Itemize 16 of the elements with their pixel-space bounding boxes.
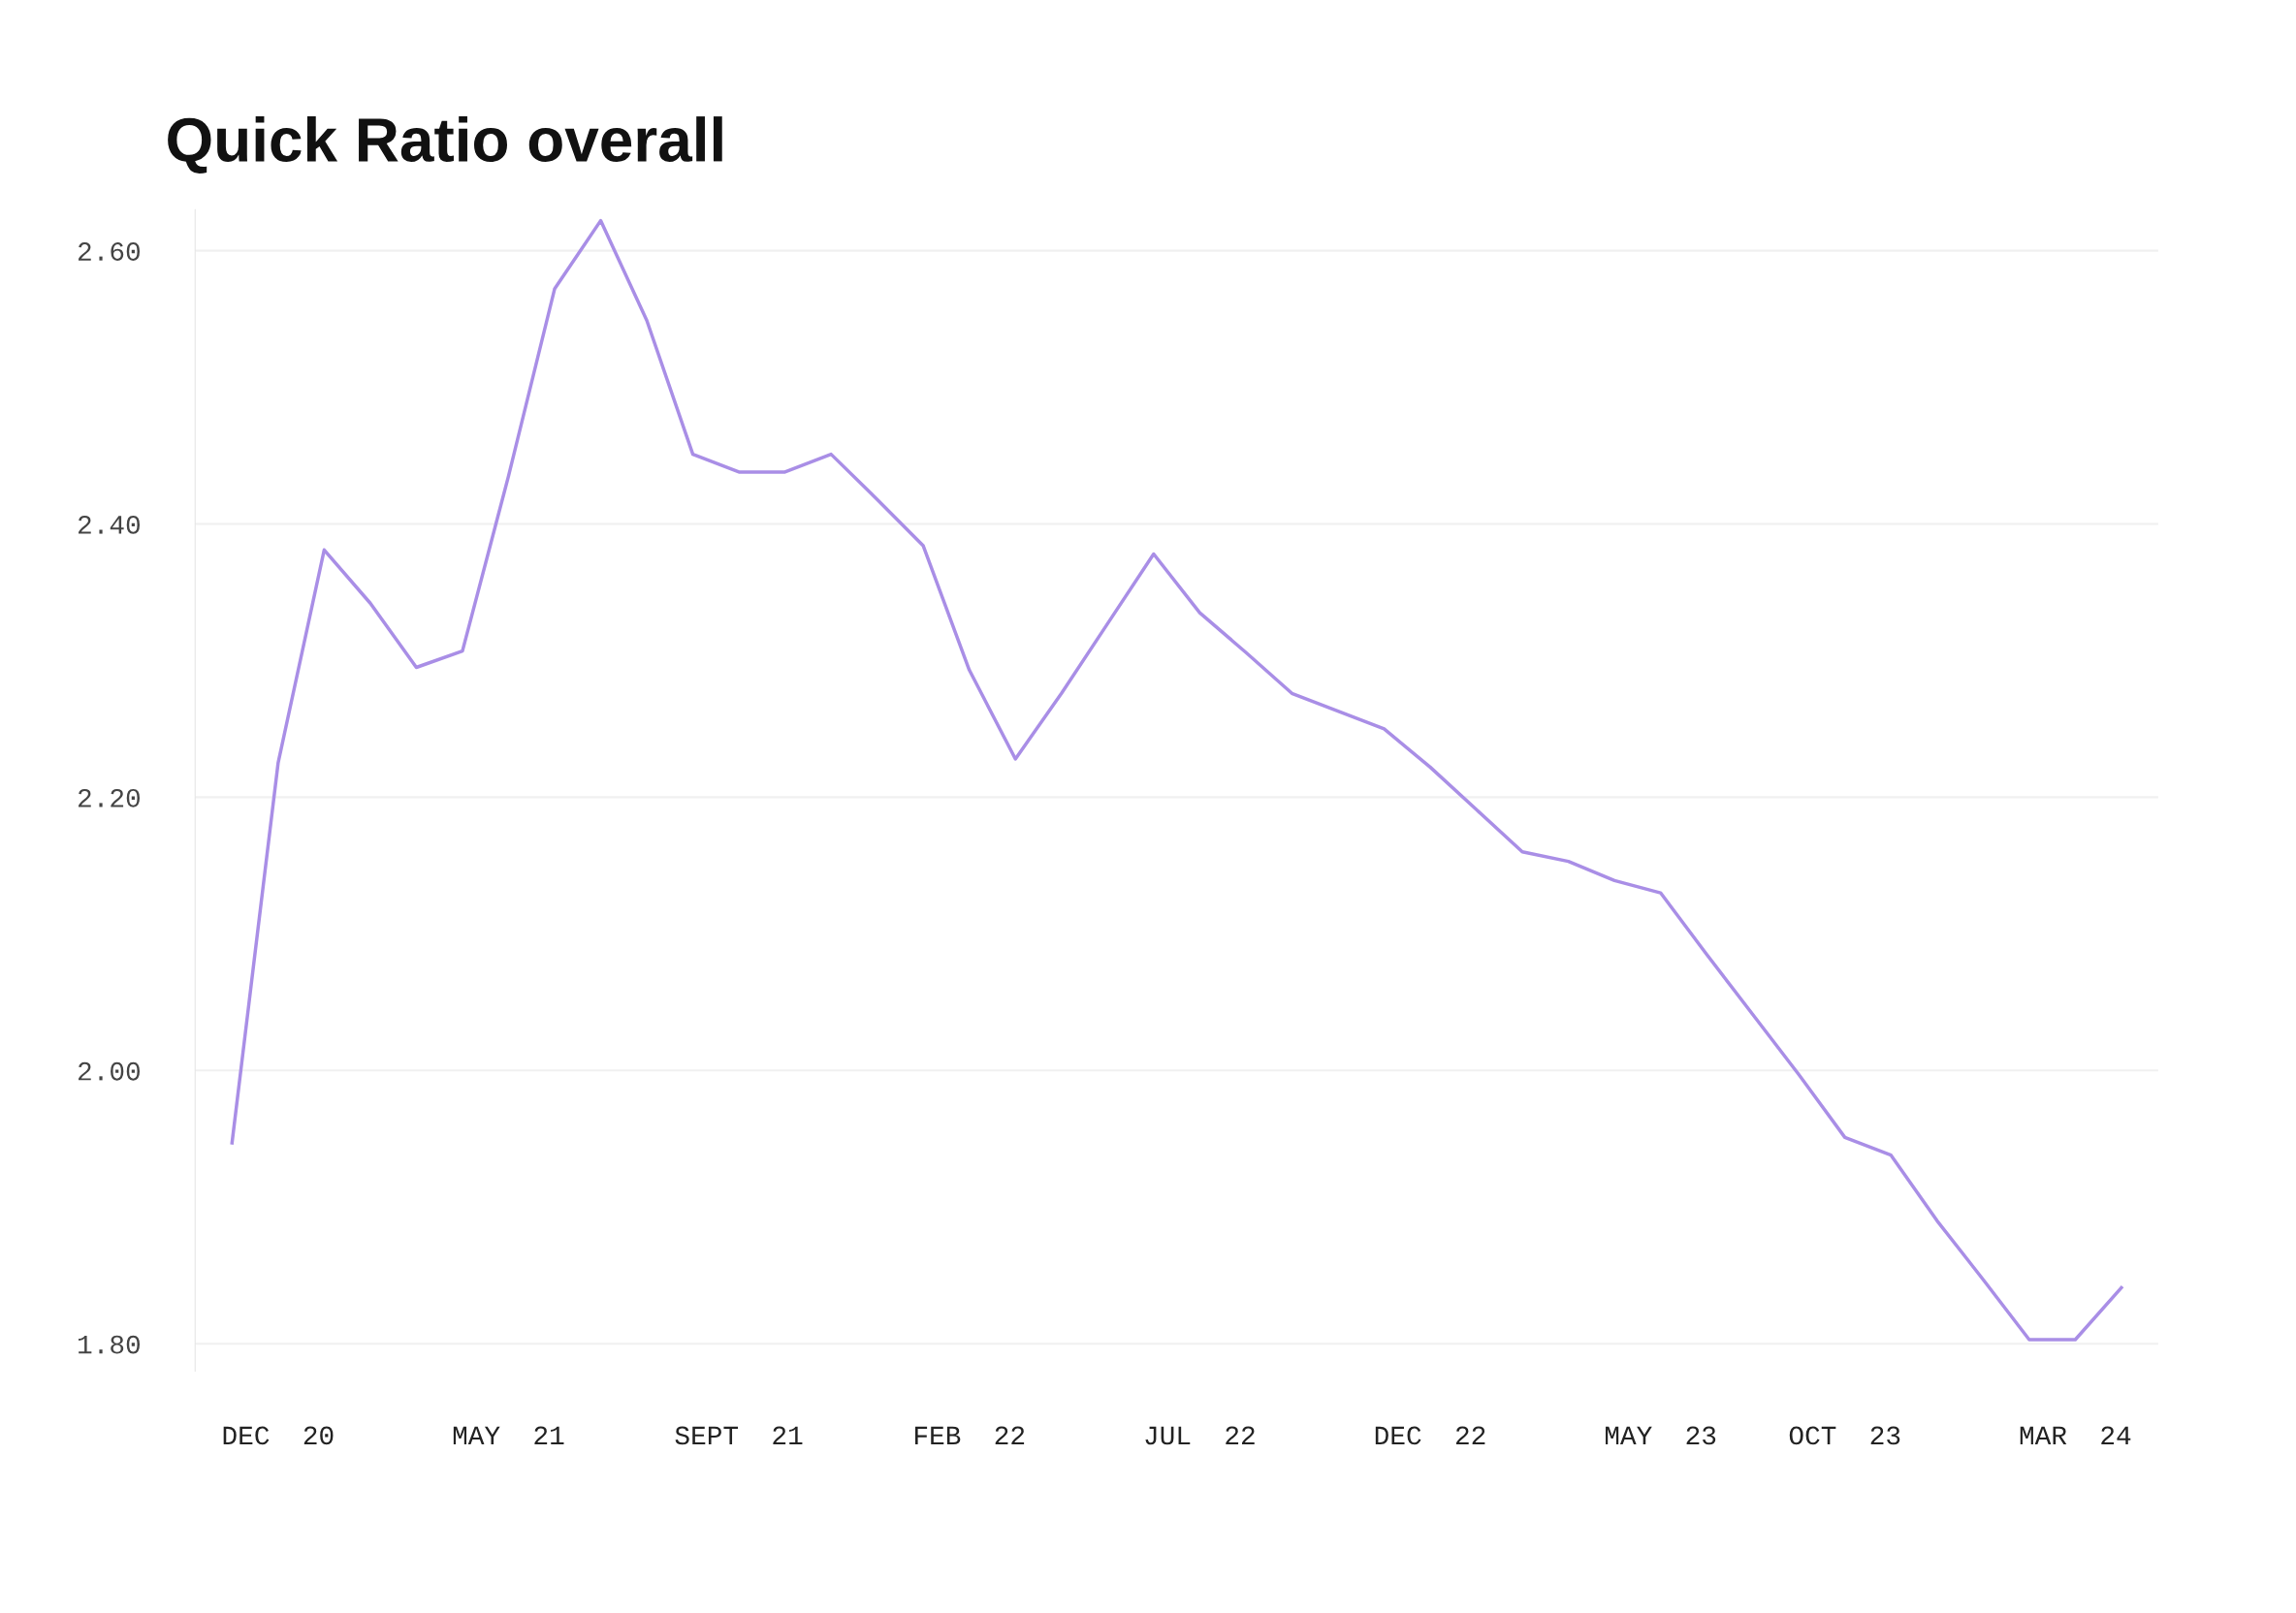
- x-tick-label: MAR 24: [2020, 1426, 2131, 1445]
- y-tick-label: 2.60: [78, 242, 141, 261]
- y-tick-label: 1.80: [79, 1335, 141, 1354]
- x-tick-label: FEB 22: [915, 1426, 1025, 1445]
- y-tick-label: 2.20: [78, 788, 141, 807]
- x-tick-label: DEC 22: [1375, 1426, 1485, 1445]
- x-tick-label: SEPT 21: [675, 1426, 803, 1445]
- x-tick-label: DEC 20: [223, 1426, 334, 1445]
- x-tick-label: JUL 22: [1145, 1426, 1255, 1445]
- y-tick-label: 2.00: [78, 1061, 141, 1081]
- x-tick-label: MAY 21: [453, 1426, 564, 1445]
- x-tick-label: MAY 23: [1606, 1426, 1716, 1445]
- y-tick-label: 2.40: [78, 515, 141, 534]
- chart-title: Quick Ratio overall: [168, 116, 722, 174]
- x-tick-label: OCT 23: [1789, 1426, 1900, 1445]
- line-series: [230, 218, 2123, 1342]
